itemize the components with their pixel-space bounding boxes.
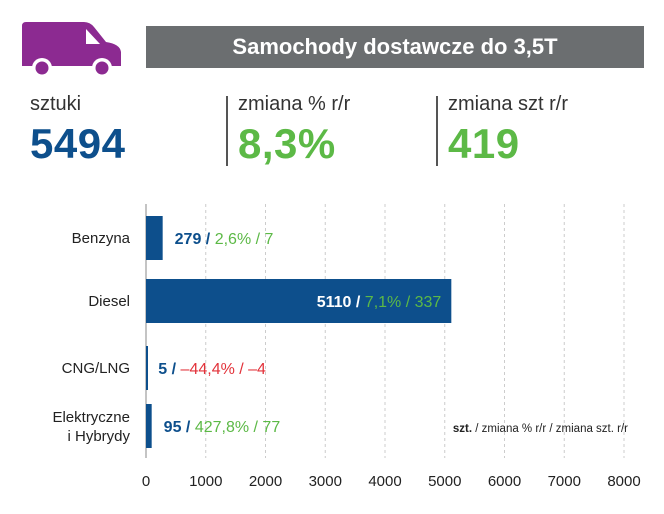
stat-change-pct-value: 8,3% xyxy=(238,120,336,167)
x-tick-label: 0 xyxy=(142,473,150,490)
x-tick-label: 2000 xyxy=(249,473,282,490)
data-label: 95 / 427,8% / 77 xyxy=(164,419,281,436)
x-tick-label: 4000 xyxy=(368,473,401,490)
category-label: CNG/LNG xyxy=(62,360,130,377)
category-label: Diesel xyxy=(88,293,130,310)
stat-change-units-value: 419 xyxy=(448,120,520,167)
van-icon xyxy=(22,22,121,78)
stat-change-units-label: zmiana szt r/r xyxy=(448,93,569,115)
bar xyxy=(146,279,452,323)
x-tick-label: 1000 xyxy=(189,473,222,490)
bar xyxy=(146,346,148,390)
stat-units-value: 5494 xyxy=(30,120,126,167)
stat-change-pct-label: zmiana % r/r xyxy=(238,93,351,115)
stat-divider xyxy=(436,96,438,166)
x-tick-label: 3000 xyxy=(309,473,342,490)
stat-change-units: zmiana szt r/r 419 xyxy=(448,92,568,168)
van-wheel-rear-hub xyxy=(35,61,49,75)
bar xyxy=(146,216,163,260)
category-label: Benzyna xyxy=(72,230,131,247)
bar-chart: 0 1000 2000 3000 4000 5000 6000 7000 8000 Benzyna… xyxy=(52,204,641,490)
page-title: Samochody dostawcze do 3,5T xyxy=(146,26,644,68)
data-label: 279 / 2,6% / 7 xyxy=(175,231,274,248)
van-wheel-front-hub xyxy=(95,61,109,75)
data-label: 5110 / 7,1% / 337 xyxy=(317,294,442,311)
x-tick-label: 5000 xyxy=(428,473,461,490)
data-label: 5 / –44,4% / –4 xyxy=(158,361,266,378)
bar xyxy=(146,404,152,448)
x-tick-label: 6000 xyxy=(488,473,521,490)
stat-divider xyxy=(226,96,228,166)
category-label: Elektryczne i Hybrydy xyxy=(52,409,130,445)
stat-units-label: sztuki xyxy=(30,93,82,115)
van-body xyxy=(22,22,121,66)
x-tick-label: 7000 xyxy=(548,473,581,490)
stat-change-pct: zmiana % r/r 8,3% xyxy=(238,92,350,168)
stat-units: sztuki 5494 xyxy=(30,92,125,168)
legend-note: szt. / zmiana % r/r / zmiana szt. r/r xyxy=(453,423,628,435)
van-window xyxy=(86,29,100,44)
x-tick-label: 8000 xyxy=(607,473,640,490)
